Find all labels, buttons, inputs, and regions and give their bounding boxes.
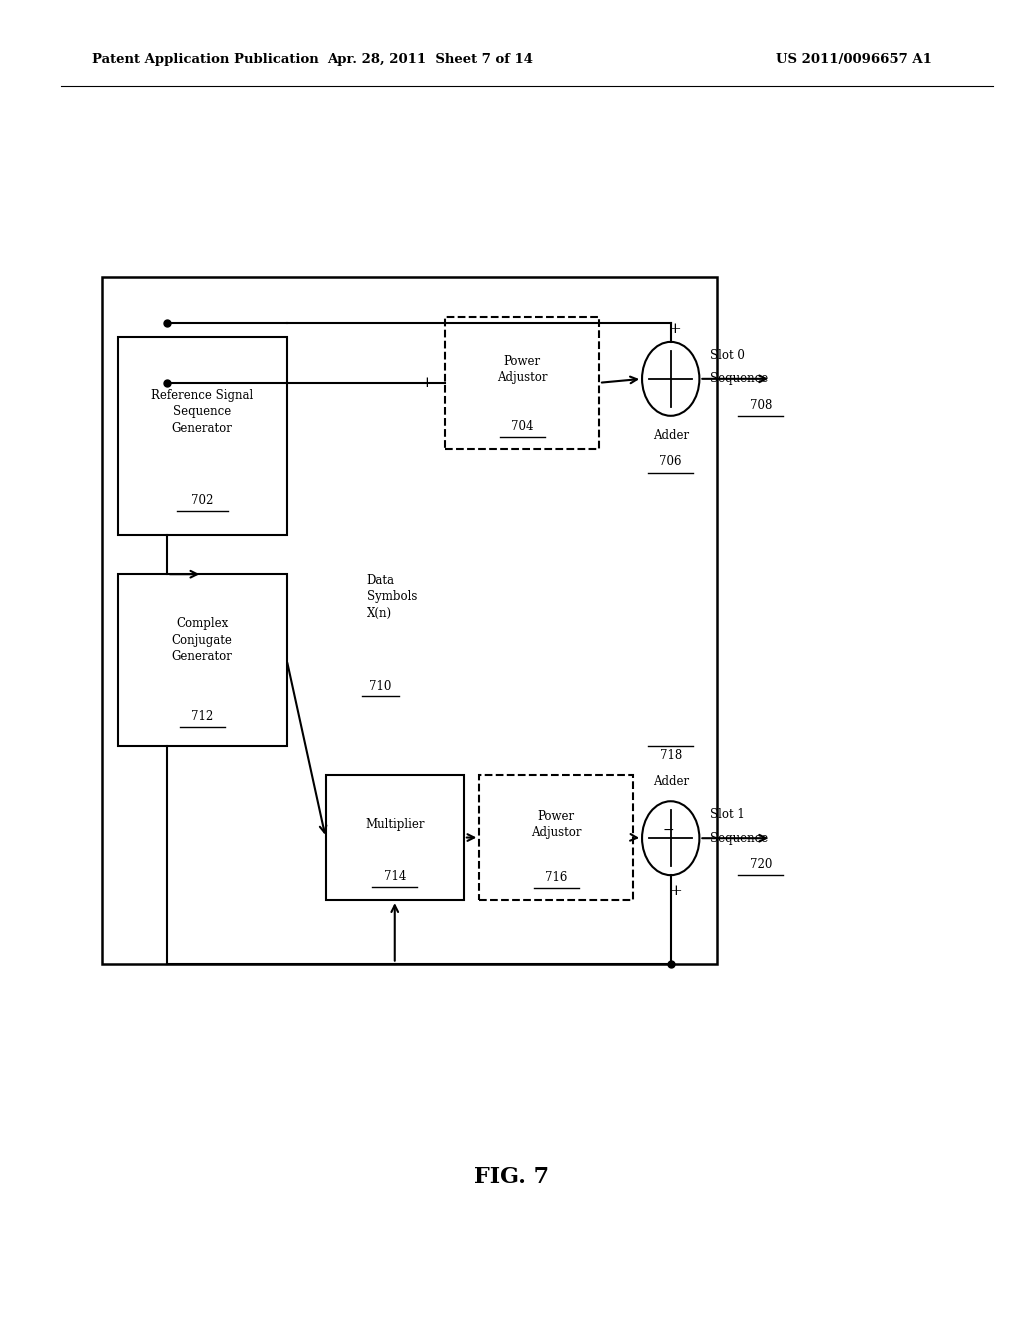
Text: Adder: Adder <box>652 775 689 788</box>
Text: +: + <box>669 322 681 335</box>
Text: Data
Symbols
X(n): Data Symbols X(n) <box>367 574 417 619</box>
FancyBboxPatch shape <box>118 337 287 535</box>
FancyBboxPatch shape <box>118 574 287 746</box>
Text: 720: 720 <box>750 858 772 871</box>
Text: Complex
Conjugate
Generator: Complex Conjugate Generator <box>172 618 232 663</box>
Text: 710: 710 <box>369 680 391 693</box>
FancyBboxPatch shape <box>102 277 717 964</box>
Text: Patent Application Publication: Patent Application Publication <box>92 53 318 66</box>
FancyBboxPatch shape <box>479 775 633 900</box>
Text: FIG. 7: FIG. 7 <box>474 1167 550 1188</box>
Text: 706: 706 <box>659 455 682 469</box>
Text: 702: 702 <box>191 494 213 507</box>
Text: Slot 1: Slot 1 <box>710 808 744 821</box>
Text: Sequence: Sequence <box>710 372 768 385</box>
Text: Slot 0: Slot 0 <box>710 348 744 362</box>
Text: 712: 712 <box>191 710 213 723</box>
FancyBboxPatch shape <box>445 317 599 449</box>
Text: +: + <box>670 884 682 898</box>
Text: −: − <box>663 824 675 837</box>
Text: 714: 714 <box>384 870 406 883</box>
Text: Sequence: Sequence <box>710 832 768 845</box>
Text: Power
Adjustor: Power Adjustor <box>497 355 548 384</box>
Text: Adder: Adder <box>652 429 689 442</box>
Text: 718: 718 <box>659 748 682 762</box>
Text: Power
Adjustor: Power Adjustor <box>530 809 582 840</box>
Text: +: + <box>421 376 433 389</box>
Text: 716: 716 <box>545 871 567 884</box>
Text: 704: 704 <box>511 420 534 433</box>
Text: 708: 708 <box>750 399 772 412</box>
Text: Apr. 28, 2011  Sheet 7 of 14: Apr. 28, 2011 Sheet 7 of 14 <box>327 53 534 66</box>
Text: US 2011/0096657 A1: US 2011/0096657 A1 <box>776 53 932 66</box>
Text: Reference Signal
Sequence
Generator: Reference Signal Sequence Generator <box>152 389 253 434</box>
FancyBboxPatch shape <box>326 775 464 900</box>
Text: Multiplier: Multiplier <box>365 818 425 830</box>
